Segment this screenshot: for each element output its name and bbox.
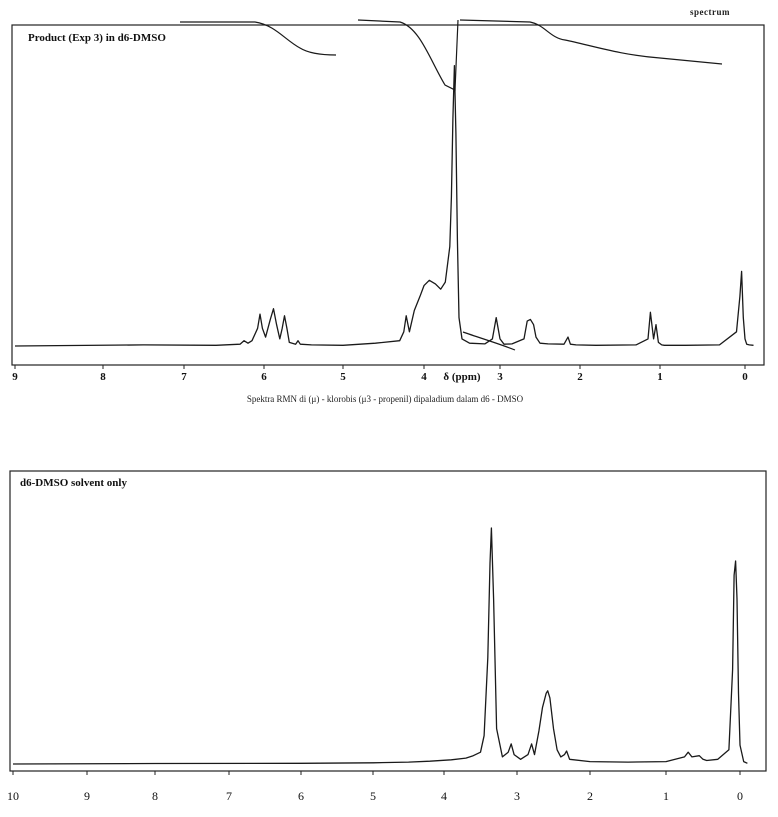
bottom-x-tick-label: 3	[514, 789, 520, 803]
bottom-x-tick-label: 8	[152, 789, 158, 803]
bottom-x-tick-label: 1	[663, 789, 669, 803]
top-x-axis-ticks: 9 8 7 6 5 4 δ (ppm) 3 2 1 0	[12, 365, 748, 383]
integral-curve-3	[459, 19, 723, 65]
bottom-x-tick-label: 5	[370, 789, 376, 803]
bottom-x-tick-label: 4	[441, 789, 447, 803]
bottom-x-tick-label: 9	[84, 789, 90, 803]
corner-label: spectrum	[690, 7, 730, 17]
top-figure-caption: Spektra RMN di (μ) - klorobis (μ3 - prop…	[247, 394, 524, 404]
top-plot-frame	[11, 24, 765, 366]
top-x-tick-label: 6	[261, 371, 267, 383]
top-spectrum-line	[14, 64, 754, 347]
top-spectrum-panel: spectrum Product (Exp 3) in d6-DMSO 9 8 7 6…	[11, 7, 765, 404]
bottom-spectrum-panel: d6-DMSO solvent only 10 9 8 7 6 5 4 3 2 1 0	[7, 470, 767, 803]
bottom-plot-frame	[9, 470, 767, 772]
bottom-x-tick-label: 2	[587, 789, 593, 803]
bottom-x-axis-ticks: 10 9 8 7 6 5 4 3 2 1 0	[7, 771, 743, 803]
bottom-x-tick-label: 6	[298, 789, 304, 803]
top-x-tick-label: 9	[12, 371, 18, 383]
top-nmr-trace	[14, 64, 754, 347]
top-x-tick-label: 3	[497, 371, 503, 383]
top-x-tick-label: 2	[577, 371, 583, 383]
top-x-tick-label: 5	[340, 371, 346, 383]
top-x-tick-label: 0	[742, 371, 748, 383]
bottom-x-tick-label: 10	[7, 789, 19, 803]
bottom-spectrum-line	[12, 527, 748, 765]
bottom-x-tick-label: 7	[226, 789, 232, 803]
integral-curve-2	[357, 19, 459, 91]
bottom-x-tick-label: 0	[737, 789, 743, 803]
top-x-tick-label: 7	[181, 371, 187, 383]
bottom-chart-title: d6-DMSO solvent only	[20, 477, 127, 489]
integral-curve-1	[180, 21, 337, 56]
top-x-tick-label: 8	[100, 371, 106, 383]
top-x-tick-label: 1	[657, 371, 663, 383]
top-chart-title: Product (Exp 3) in d6-DMSO	[28, 32, 166, 44]
top-x-tick-label: 4	[421, 371, 427, 383]
top-x-axis-label: δ (ppm)	[443, 371, 481, 383]
bottom-nmr-trace	[12, 527, 748, 765]
